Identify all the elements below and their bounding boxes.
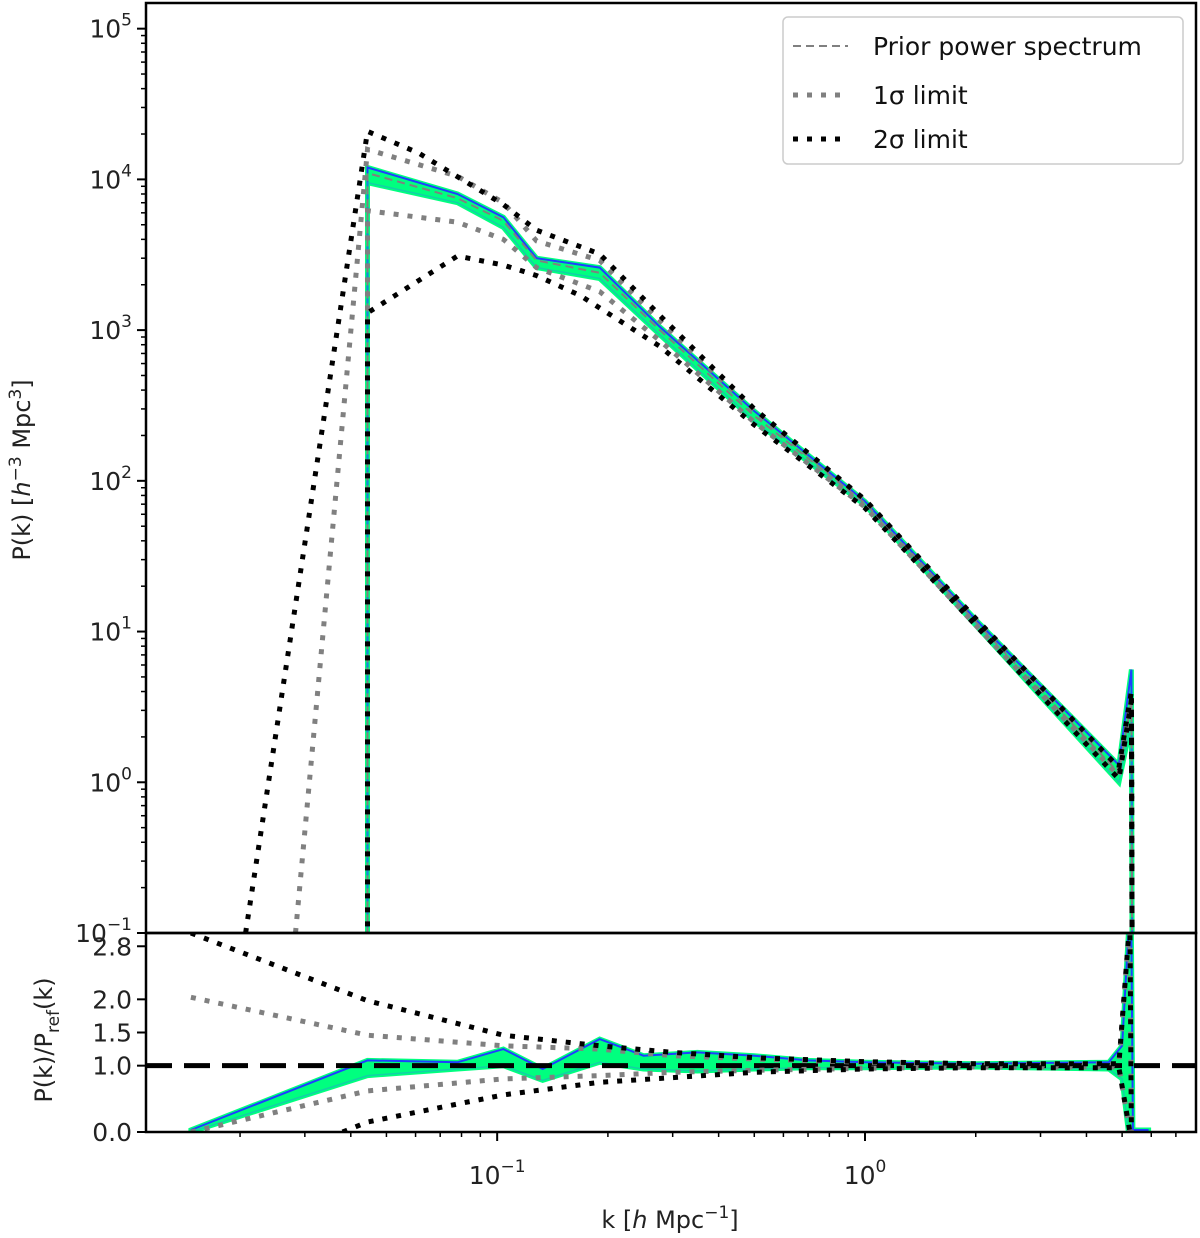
bottom-y-tick-label: 1.5 bbox=[92, 1019, 132, 1048]
top-y-tick-label: 105 bbox=[89, 11, 132, 44]
x-axis-label: k [h Mpc−1] bbox=[601, 1203, 738, 1234]
bottom-y-tick-label: 0.0 bbox=[92, 1118, 132, 1147]
bottom-y-tick-label: 1.0 bbox=[92, 1052, 132, 1081]
series-2sigma-line bbox=[341, 1065, 1133, 1132]
legend-box bbox=[782, 16, 1184, 165]
samples-band-upper-edge bbox=[190, 933, 1149, 1131]
series-2sigma-line bbox=[190, 933, 1134, 1132]
samples-band-lower-edge bbox=[366, 181, 1133, 933]
series-prior-line bbox=[366, 171, 1134, 933]
legend: Prior power spectrum 1σ limit 2σ limit bbox=[782, 16, 1184, 165]
top-y-tick-label: 100 bbox=[89, 764, 132, 797]
top-y-axis-label: P(k) [h−3 Mpc3] bbox=[6, 379, 36, 560]
bottom-y-tick-label: 2.8 bbox=[92, 932, 132, 961]
bottom-panel-frame bbox=[144, 931, 1198, 1134]
samples-band bbox=[188, 933, 1152, 1132]
samples-band bbox=[365, 164, 1135, 933]
top-y-tick-label: 101 bbox=[89, 614, 132, 647]
top-y-tick-label: 104 bbox=[89, 161, 132, 194]
series-2sigma-line bbox=[243, 127, 1135, 933]
bottom-y-axis-label: P(k)/Pref(k) bbox=[30, 977, 64, 1102]
legend-label-prior: Prior power spectrum bbox=[873, 32, 1142, 61]
top-y-tick-label: 103 bbox=[89, 312, 132, 345]
x-tick-label: 100 bbox=[844, 1157, 887, 1190]
bottom-y-tick-label: 2.0 bbox=[92, 985, 132, 1014]
legend-label-1sigma: 1σ limit bbox=[873, 81, 968, 110]
series-2sigma-line bbox=[365, 253, 1135, 933]
top-y-tick-label: 102 bbox=[89, 463, 132, 496]
x-tick-label: 10−1 bbox=[469, 1157, 526, 1190]
axes: 10510410310210110010−10.01.01.52.02.810−… bbox=[75, 1, 1198, 1190]
series-1sigma-line bbox=[190, 933, 1134, 1132]
legend-label-2sigma: 2σ limit bbox=[873, 125, 968, 154]
samples-band-upper-edge bbox=[366, 166, 1134, 933]
top-y-tick-label: 10−1 bbox=[75, 915, 132, 948]
bottom-panel-data bbox=[146, 933, 1196, 1132]
top-panel-data bbox=[243, 127, 1135, 933]
